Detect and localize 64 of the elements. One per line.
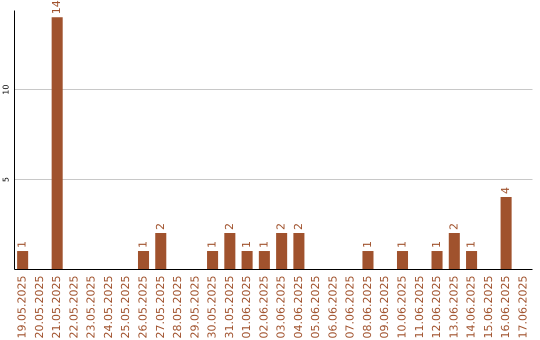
bar <box>258 251 270 269</box>
data-label: 1 <box>464 241 478 248</box>
x-tick-label: 30.05.2025 <box>206 276 219 338</box>
data-label: 2 <box>154 223 167 230</box>
data-label: 1 <box>430 241 444 248</box>
bar <box>52 17 63 269</box>
x-tick-label: 04.06.2025 <box>292 276 305 338</box>
bar <box>276 233 288 269</box>
x-tick-label: 09.06.2025 <box>378 276 392 338</box>
bar <box>432 251 443 269</box>
x-tick-label: 29.05.2025 <box>188 276 202 338</box>
x-tick-label: 22.05.2025 <box>67 276 80 338</box>
data-label: 1 <box>396 241 408 248</box>
x-tick-label: 26.05.2025 <box>136 276 150 338</box>
y-tick-label: 5 <box>2 177 10 182</box>
x-tick-label: 13.06.2025 <box>447 276 460 338</box>
bar <box>293 233 304 269</box>
x-tick-label: 19.05.2025 <box>16 276 29 338</box>
x-tick-label: 21.05.2025 <box>50 276 64 338</box>
x-tick-label: 31.05.2025 <box>222 276 236 338</box>
bar <box>138 251 150 269</box>
data-label: 1 <box>257 241 270 248</box>
x-tick-label: 12.06.2025 <box>430 276 444 338</box>
x-tick-label: 20.05.2025 <box>32 276 46 338</box>
x-tick-label: 08.06.2025 <box>360 276 374 338</box>
bar <box>224 233 236 269</box>
x-tick-label: 16.06.2025 <box>499 276 512 338</box>
x-tick-label: 25.05.2025 <box>119 276 132 338</box>
data-label: 1 <box>16 241 29 248</box>
data-label: 1 <box>240 241 254 248</box>
x-tick-label: 15.06.2025 <box>482 276 495 338</box>
bar <box>396 251 408 269</box>
data-label: 4 <box>499 187 512 194</box>
x-tick-label: 01.06.2025 <box>240 276 254 338</box>
x-tick-label: 02.06.2025 <box>257 276 270 338</box>
x-tick-label: 24.05.2025 <box>102 276 115 338</box>
x-tick-label: 28.05.2025 <box>171 276 184 338</box>
x-tick-label: 10.06.2025 <box>396 276 408 338</box>
bar <box>362 251 374 269</box>
x-tick-label: 11.06.2025 <box>412 276 426 338</box>
x-tick-label: 17.06.2025 <box>516 276 530 338</box>
bar <box>155 233 166 269</box>
data-label: 2 <box>447 223 460 230</box>
x-tick-label: 03.06.2025 <box>274 276 288 338</box>
data-label: 1 <box>206 241 219 248</box>
bar <box>242 251 253 269</box>
data-label: 2 <box>274 223 288 230</box>
bar <box>448 233 460 269</box>
data-label: 1 <box>360 241 374 248</box>
bar <box>17 251 28 269</box>
x-tick-label: 27.05.2025 <box>154 276 167 338</box>
bar <box>500 197 512 269</box>
x-tick-label: 23.05.2025 <box>84 276 98 338</box>
x-tick-label: 06.06.2025 <box>326 276 340 338</box>
y-tick-label: 10 <box>2 84 10 95</box>
x-tick-label: 14.06.2025 <box>464 276 478 338</box>
data-label: 14 <box>50 0 64 14</box>
data-label: 1 <box>136 241 150 248</box>
x-tick-label: 05.06.2025 <box>309 276 322 338</box>
x-tick-label: 07.06.2025 <box>344 276 357 338</box>
data-label: 2 <box>292 223 305 230</box>
data-label: 2 <box>222 223 236 230</box>
bar <box>207 251 218 269</box>
bar <box>466 251 478 269</box>
